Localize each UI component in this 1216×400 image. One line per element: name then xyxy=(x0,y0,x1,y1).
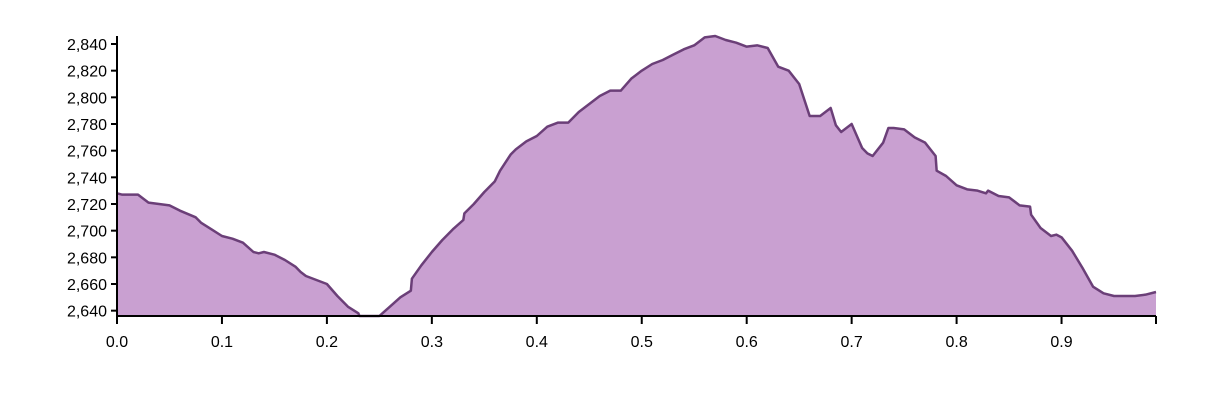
y-tick-label: 2,640 xyxy=(67,304,107,321)
x-tick-label: 0.7 xyxy=(841,334,863,351)
y-tick-label: 2,800 xyxy=(67,90,107,107)
y-tick-label: 2,820 xyxy=(67,64,107,81)
y-tick-label: 2,660 xyxy=(67,277,107,294)
x-tick-label: 0.3 xyxy=(421,334,443,351)
y-tick-label: 2,720 xyxy=(67,197,107,214)
series-area-fill xyxy=(117,36,1156,316)
x-tick-label: 0.4 xyxy=(526,334,548,351)
y-tick-label: 2,760 xyxy=(67,144,107,161)
x-tick-label: 0.9 xyxy=(1050,334,1072,351)
x-axis: 0.0 0.1 0.2 0.3 0.4 0.5 0.6 0.7 0.8 0.9 xyxy=(106,315,1157,351)
x-tick-label: 0.5 xyxy=(631,334,653,351)
y-tick-label: 2,680 xyxy=(67,250,107,267)
y-axis: 2,640 2,660 2,680 2,700 2,720 2,740 2,760 2,780… xyxy=(67,36,118,321)
x-tick-label: 0.8 xyxy=(945,334,967,351)
series-line xyxy=(116,34,1157,318)
x-tick-label: 0.2 xyxy=(316,334,338,351)
y-tick-label: 2,780 xyxy=(67,117,107,134)
x-tick-label: 0.6 xyxy=(736,334,758,351)
y-tick-label: 2,740 xyxy=(67,170,107,187)
x-tick-label: 0.0 xyxy=(106,334,128,351)
y-tick-label: 2,840 xyxy=(67,37,107,54)
y-tick-label: 2,700 xyxy=(67,224,107,241)
plot-area xyxy=(116,34,1157,318)
x-tick-label: 0.1 xyxy=(211,334,233,351)
